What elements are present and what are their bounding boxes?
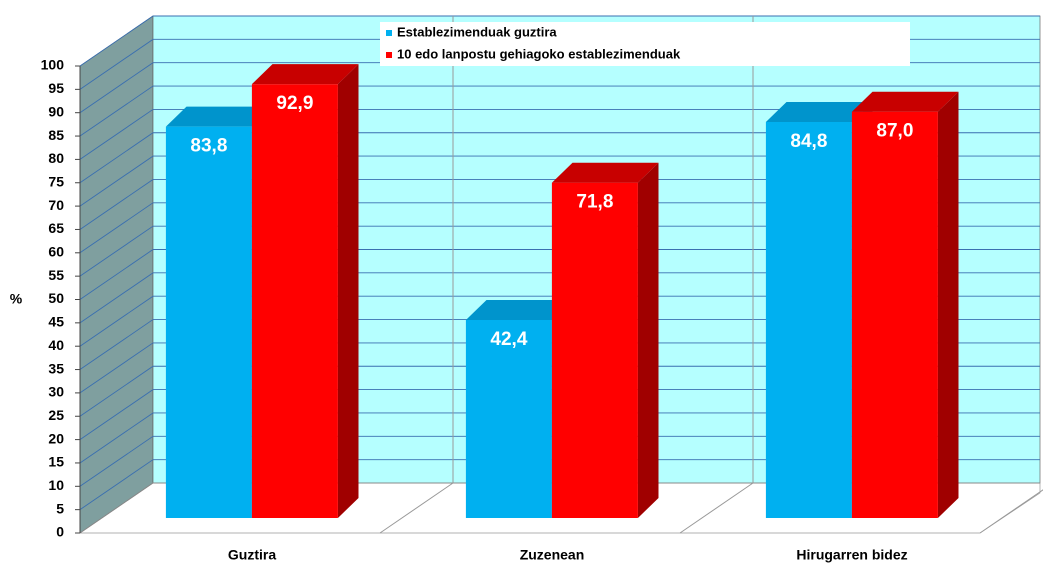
grid-line bbox=[79, 155, 1040, 207]
grid-line bbox=[79, 225, 1040, 277]
bar-front bbox=[465, 319, 552, 518]
bar-top bbox=[165, 106, 273, 127]
bar-side bbox=[937, 91, 959, 519]
y-tick-label: 35 bbox=[48, 360, 64, 376]
data-label: 92,9 bbox=[276, 93, 313, 114]
y-tick-label: 15 bbox=[48, 454, 64, 470]
y-axis-label: % bbox=[10, 291, 23, 307]
bar-front bbox=[851, 111, 938, 519]
y-tick-label: 5 bbox=[56, 500, 64, 516]
grid-line bbox=[79, 132, 1040, 184]
x-tick-label: Guztira bbox=[228, 547, 276, 563]
legend-marker bbox=[386, 52, 392, 58]
y-tick-label: 70 bbox=[48, 197, 64, 213]
y-tick-label: 90 bbox=[48, 103, 64, 119]
grid-line bbox=[79, 249, 1040, 300]
bar-top bbox=[551, 162, 659, 183]
y-tick-label: 45 bbox=[48, 314, 64, 330]
grid-line bbox=[79, 108, 1040, 160]
y-tick-label: 25 bbox=[48, 407, 64, 423]
y-tick-label: 50 bbox=[48, 290, 64, 306]
legend-label: 10 edo lanpostu gehiagoko establezimendu… bbox=[397, 46, 681, 61]
bar bbox=[551, 162, 659, 518]
x-tick-label: Zuzenean bbox=[520, 547, 585, 563]
grid-line bbox=[79, 412, 1040, 464]
grid-line bbox=[79, 272, 1040, 324]
y-tick-label: 85 bbox=[48, 127, 64, 143]
y-tick-label: 10 bbox=[48, 477, 64, 493]
bar-top bbox=[765, 101, 873, 122]
grid-line bbox=[79, 482, 1040, 534]
grid-line bbox=[79, 365, 1040, 417]
grid-line bbox=[79, 435, 1040, 487]
y-tick-label: 65 bbox=[48, 220, 64, 236]
bar-front bbox=[251, 84, 338, 519]
bar-top bbox=[465, 299, 573, 320]
grid-line bbox=[79, 15, 1040, 67]
data-label: 83,8 bbox=[190, 136, 227, 157]
y-tick-label: 100 bbox=[41, 57, 65, 73]
grid-line bbox=[79, 389, 1040, 440]
grid-line bbox=[79, 85, 1040, 137]
legend-marker bbox=[386, 30, 392, 36]
legend-box bbox=[380, 22, 910, 66]
bar-front bbox=[551, 182, 638, 518]
floor-line bbox=[379, 482, 454, 534]
grid-line bbox=[79, 319, 1040, 370]
y-tick-label: 40 bbox=[48, 337, 64, 353]
legend-label: Establezimenduak guztira bbox=[397, 24, 557, 39]
data-label: 42,4 bbox=[490, 329, 527, 350]
data-label: 71,8 bbox=[576, 192, 613, 213]
floor-line bbox=[979, 489, 1043, 534]
y-tick-label: 95 bbox=[48, 80, 64, 96]
y-tick-label: 20 bbox=[48, 430, 64, 446]
bar-top bbox=[251, 64, 359, 85]
grid-line bbox=[79, 295, 1040, 347]
data-label: 84,8 bbox=[790, 131, 827, 152]
y-tick-label: 75 bbox=[48, 173, 64, 189]
bar-side bbox=[637, 162, 659, 518]
bar bbox=[851, 91, 959, 519]
data-label: 87,0 bbox=[876, 121, 913, 142]
grid-line bbox=[79, 459, 1040, 511]
y-tick-label: 55 bbox=[48, 267, 64, 283]
x-tick-label: Hirugarren bidez bbox=[796, 547, 907, 563]
bar bbox=[251, 64, 359, 519]
floor-line bbox=[679, 482, 754, 534]
y-tick-label: 60 bbox=[48, 244, 64, 260]
grid-line bbox=[79, 178, 1040, 230]
bar-top bbox=[851, 91, 959, 112]
grid-line bbox=[79, 342, 1040, 394]
y-tick-label: 80 bbox=[48, 150, 64, 166]
bar-side bbox=[337, 64, 359, 519]
y-tick-label: 30 bbox=[48, 384, 64, 400]
y-tick-label: 0 bbox=[56, 524, 64, 540]
bar-front bbox=[765, 121, 852, 518]
bar-front bbox=[165, 126, 252, 519]
grid-line bbox=[79, 202, 1040, 254]
